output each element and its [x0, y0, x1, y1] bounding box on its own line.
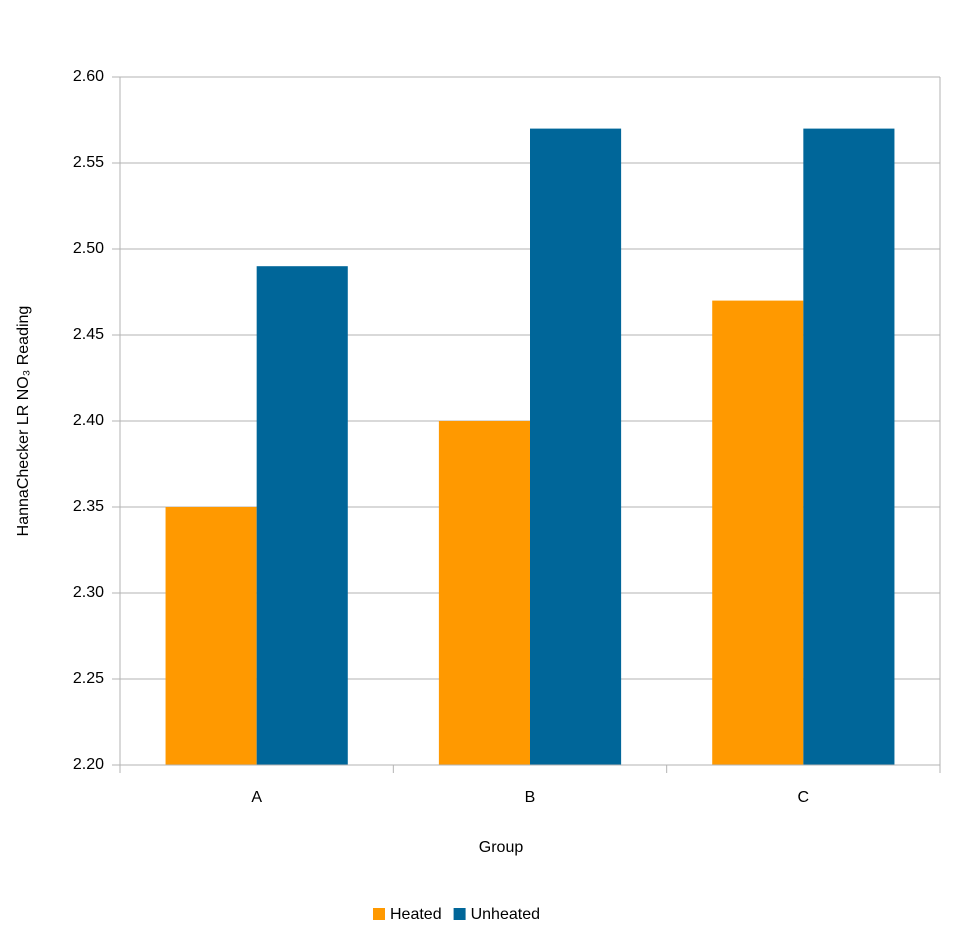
legend-swatch	[453, 908, 466, 920]
bar	[803, 128, 895, 766]
y-tick-label: 2.25	[73, 670, 104, 687]
y-tick-label: 2.20	[73, 756, 104, 773]
legend-label: Heated	[390, 906, 442, 923]
y-tick-label: 2.55	[73, 154, 104, 171]
y-tick-label: 2.60	[73, 68, 104, 85]
x-tick-label: C	[798, 789, 810, 806]
y-tick-label: 2.40	[73, 412, 104, 429]
bar	[530, 128, 622, 766]
y-tick-label: 2.35	[73, 498, 104, 515]
y-tick-label: 2.45	[73, 326, 104, 343]
bar	[712, 300, 804, 765]
bar	[165, 507, 257, 765]
y-axis-title: HannaChecker LR NO₃ Reading	[15, 306, 32, 537]
legend-label: Unheated	[471, 906, 540, 923]
y-tick-label: 2.50	[73, 240, 104, 257]
bar	[438, 421, 530, 765]
bar	[256, 266, 348, 765]
x-tick-label: A	[251, 789, 262, 806]
y-tick-label: 2.30	[73, 584, 104, 601]
legend-swatch	[373, 908, 385, 920]
x-axis-title: Group	[479, 839, 524, 856]
x-tick-label: B	[525, 789, 536, 806]
